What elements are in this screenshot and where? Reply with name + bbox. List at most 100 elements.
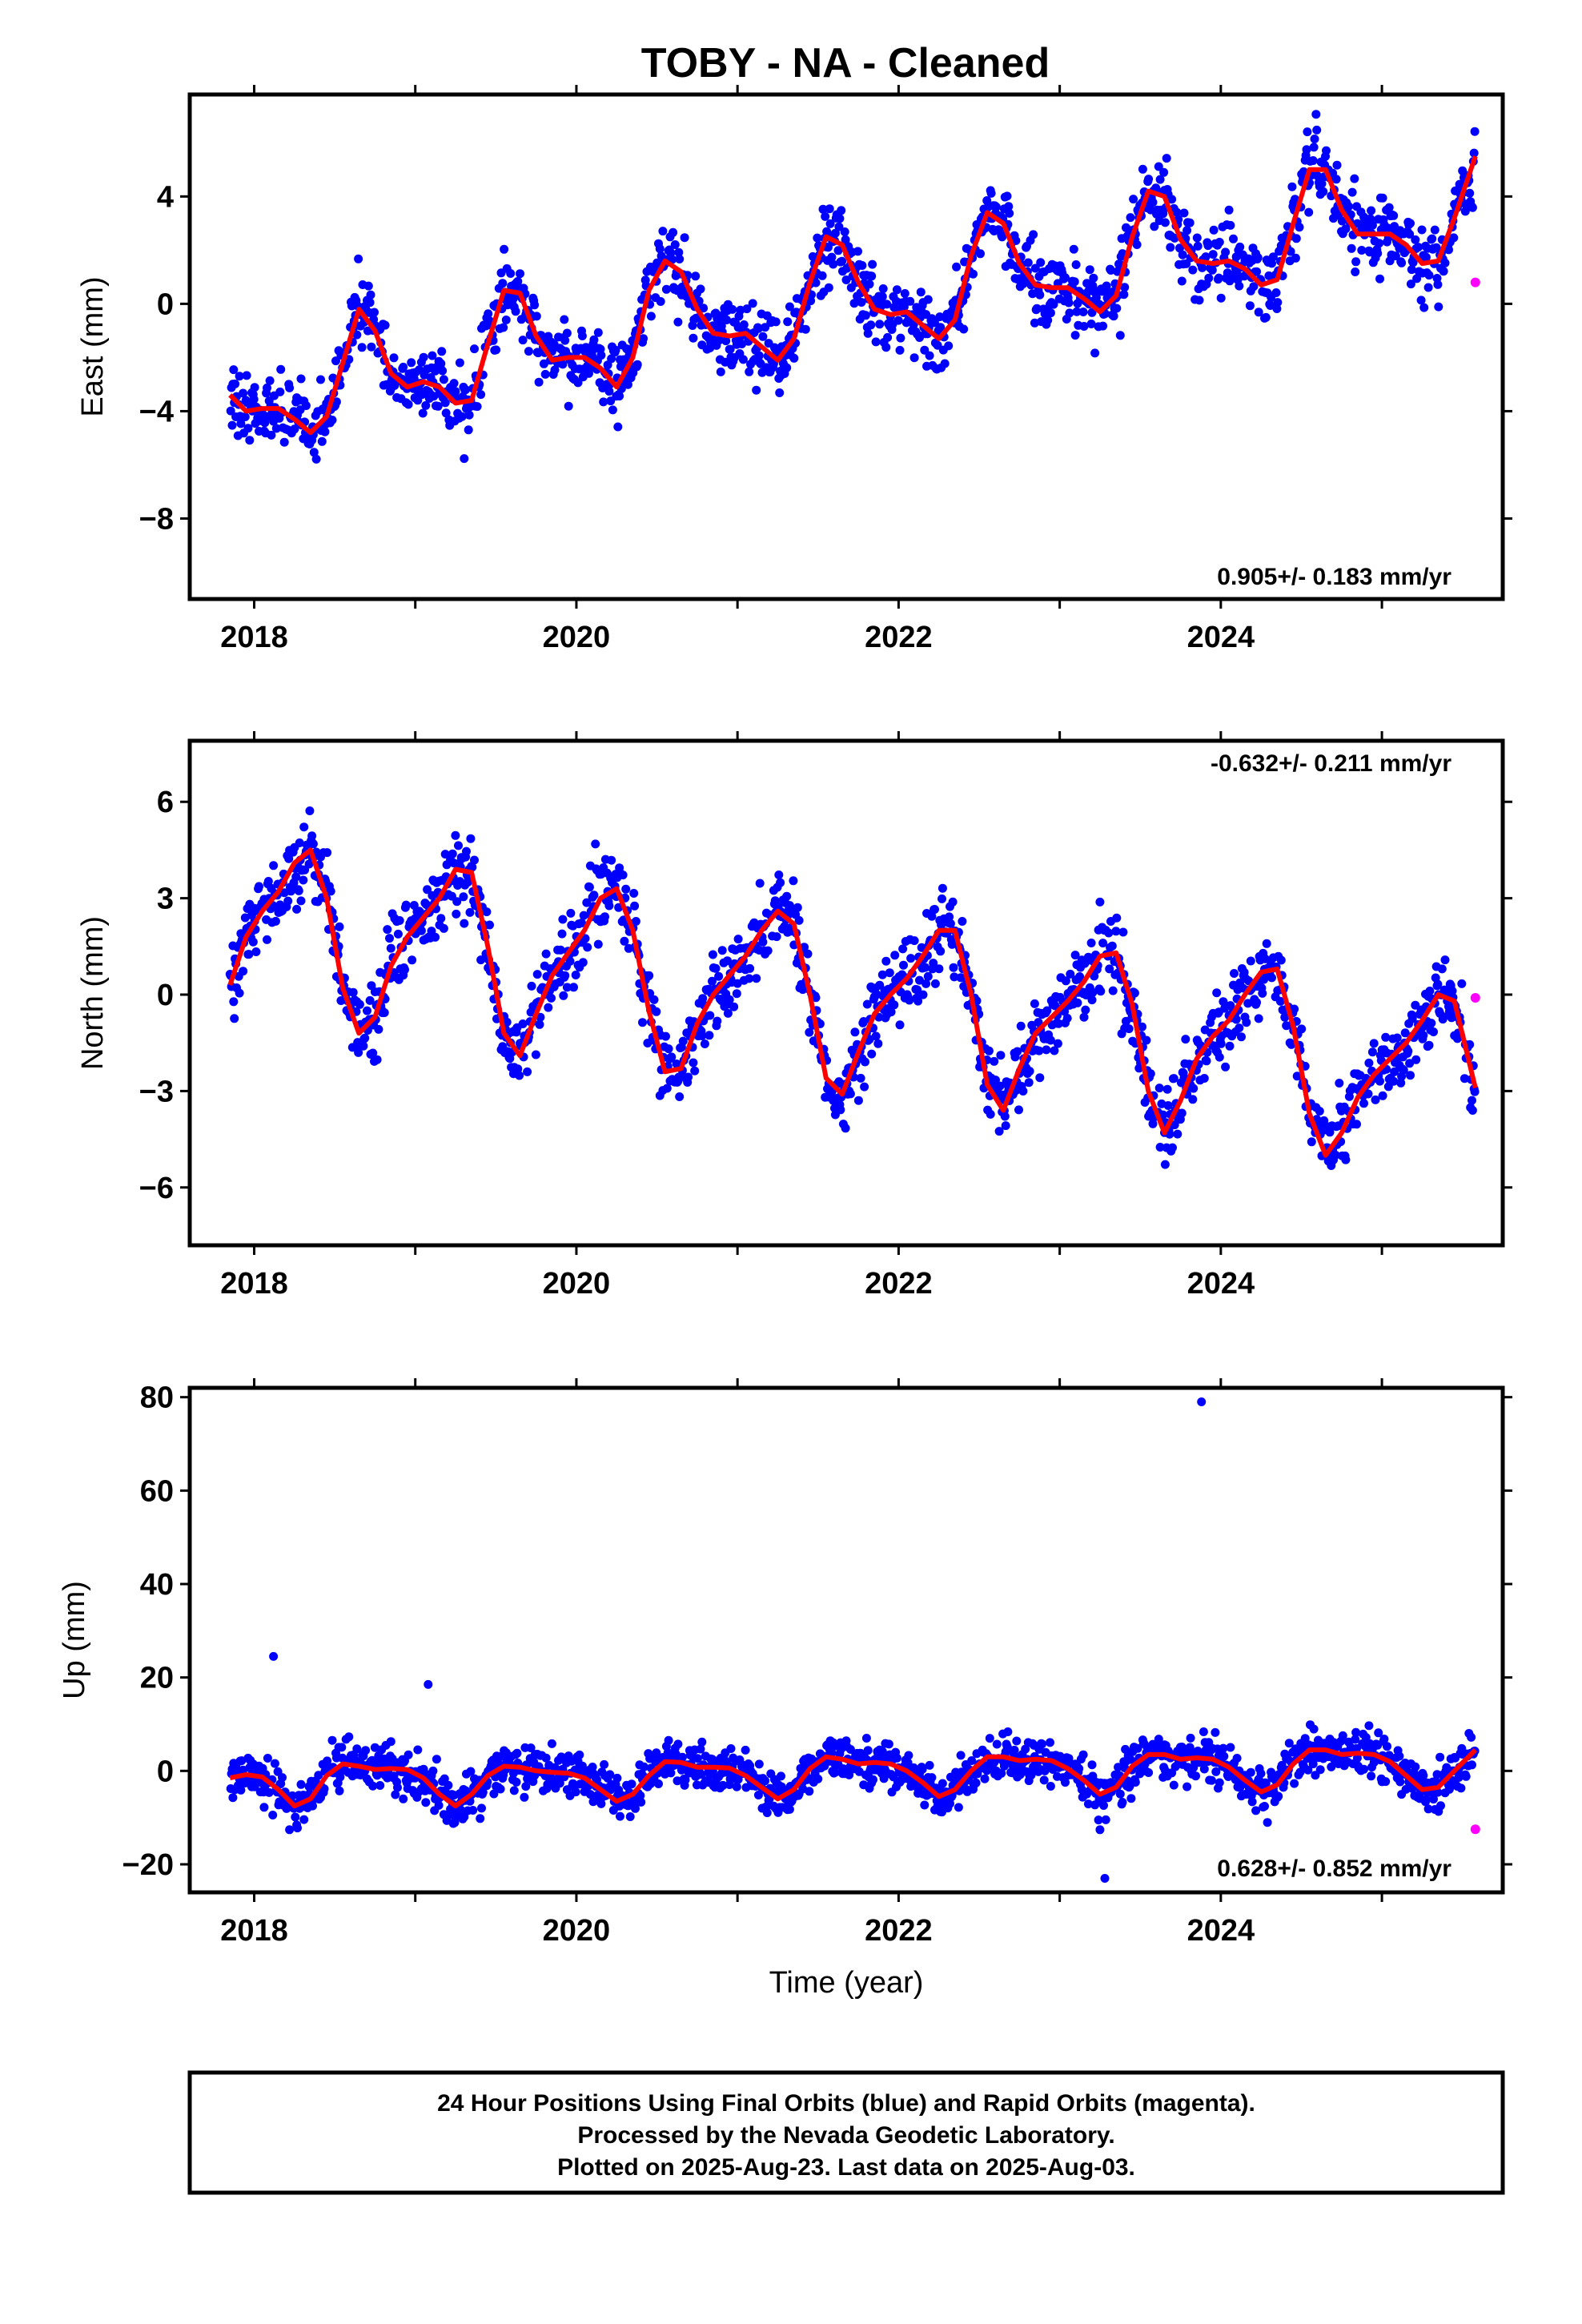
- east-point: [275, 387, 285, 396]
- north-point: [279, 888, 289, 898]
- north-point: [711, 963, 721, 973]
- up-point: [327, 1735, 337, 1745]
- up-point: [992, 1739, 1002, 1749]
- east-point: [365, 298, 375, 308]
- north-point: [782, 891, 792, 901]
- up-point: [754, 1759, 764, 1769]
- north-point: [697, 1031, 707, 1040]
- east-point: [1311, 110, 1321, 119]
- up-point: [654, 1779, 663, 1788]
- up-point: [1046, 1782, 1055, 1791]
- footer-box: 24 Hour Positions Using Final Orbits (bl…: [187, 2070, 1505, 2195]
- north-point: [776, 878, 785, 887]
- north-point: [938, 894, 946, 903]
- up-point: [956, 1751, 966, 1760]
- east-point: [498, 279, 508, 288]
- east-point: [229, 365, 239, 375]
- up-point: [1383, 1742, 1391, 1751]
- north-point: [1199, 1074, 1209, 1083]
- north-point: [485, 920, 494, 930]
- north-point: [1075, 972, 1085, 981]
- east-point: [518, 336, 528, 345]
- east-point: [982, 196, 992, 205]
- east-point: [841, 235, 850, 244]
- east-point: [1115, 331, 1125, 340]
- north-point: [772, 932, 781, 942]
- up-point: [785, 1804, 794, 1814]
- east-point: [311, 454, 321, 464]
- north-ytick-label: 0: [157, 979, 174, 1012]
- up-point: [444, 1780, 453, 1790]
- up-point: [954, 1803, 963, 1812]
- north-point: [1230, 969, 1239, 978]
- east-point: [1224, 205, 1234, 215]
- up-point: [938, 1779, 947, 1788]
- east-point: [1162, 154, 1171, 163]
- north-point: [889, 1000, 899, 1010]
- north-point: [661, 1031, 670, 1041]
- up-point: [1078, 1750, 1088, 1759]
- up-point: [1126, 1794, 1136, 1803]
- north-point: [652, 1007, 661, 1016]
- north-point: [664, 1044, 673, 1054]
- north-point: [565, 956, 575, 966]
- north-point: [850, 1027, 860, 1037]
- east-point: [550, 365, 560, 375]
- north-point: [578, 958, 588, 967]
- up-point: [1260, 1802, 1269, 1811]
- east-point: [1086, 320, 1096, 328]
- north-point: [368, 1048, 378, 1058]
- up-point: [761, 1776, 770, 1786]
- north-point: [1335, 1079, 1344, 1088]
- north-point: [235, 988, 244, 998]
- north-point: [557, 929, 567, 939]
- up-point: [264, 1787, 274, 1797]
- north-point: [299, 875, 308, 885]
- north-point: [705, 1011, 715, 1020]
- north-point: [708, 950, 717, 959]
- north-point: [1189, 1084, 1199, 1093]
- up-point: [1226, 1743, 1235, 1752]
- up-point: [1395, 1751, 1404, 1761]
- north-point: [1173, 1129, 1182, 1139]
- east-point: [530, 300, 540, 310]
- up-point: [1118, 1798, 1127, 1807]
- east-point: [227, 420, 237, 430]
- east-point: [418, 408, 428, 418]
- north-point: [1188, 1095, 1198, 1104]
- east-point: [821, 211, 830, 221]
- east-point: [1078, 308, 1088, 316]
- up-point: [393, 1783, 402, 1792]
- up-point: [259, 1803, 269, 1812]
- up-rapid-point: [1470, 1824, 1480, 1835]
- north-point: [607, 855, 616, 865]
- north-point: [1066, 969, 1075, 979]
- north-point: [569, 983, 578, 992]
- east-point: [1023, 258, 1033, 267]
- north-point: [917, 943, 926, 952]
- east-point: [604, 387, 614, 396]
- up-rapid-points: [1470, 1824, 1480, 1835]
- north-point: [885, 968, 894, 978]
- up-point: [1046, 1738, 1054, 1747]
- east-point: [239, 388, 248, 398]
- north-point: [336, 996, 346, 1005]
- up-point: [434, 1800, 444, 1810]
- up-point: [927, 1773, 937, 1783]
- north-point: [1262, 939, 1271, 948]
- north-point: [672, 1059, 681, 1068]
- north-point: [1013, 1047, 1022, 1056]
- north-point: [566, 908, 576, 918]
- east-point: [331, 356, 340, 366]
- east-point: [825, 204, 834, 214]
- north-point: [1124, 1024, 1134, 1034]
- east-point: [1261, 312, 1271, 322]
- east-point: [881, 343, 891, 352]
- north-point: [1235, 1023, 1244, 1033]
- north-point: [269, 861, 279, 870]
- north-point: [436, 914, 446, 923]
- east-point: [1046, 308, 1055, 318]
- east-point: [944, 341, 954, 351]
- up-point: [512, 1777, 521, 1787]
